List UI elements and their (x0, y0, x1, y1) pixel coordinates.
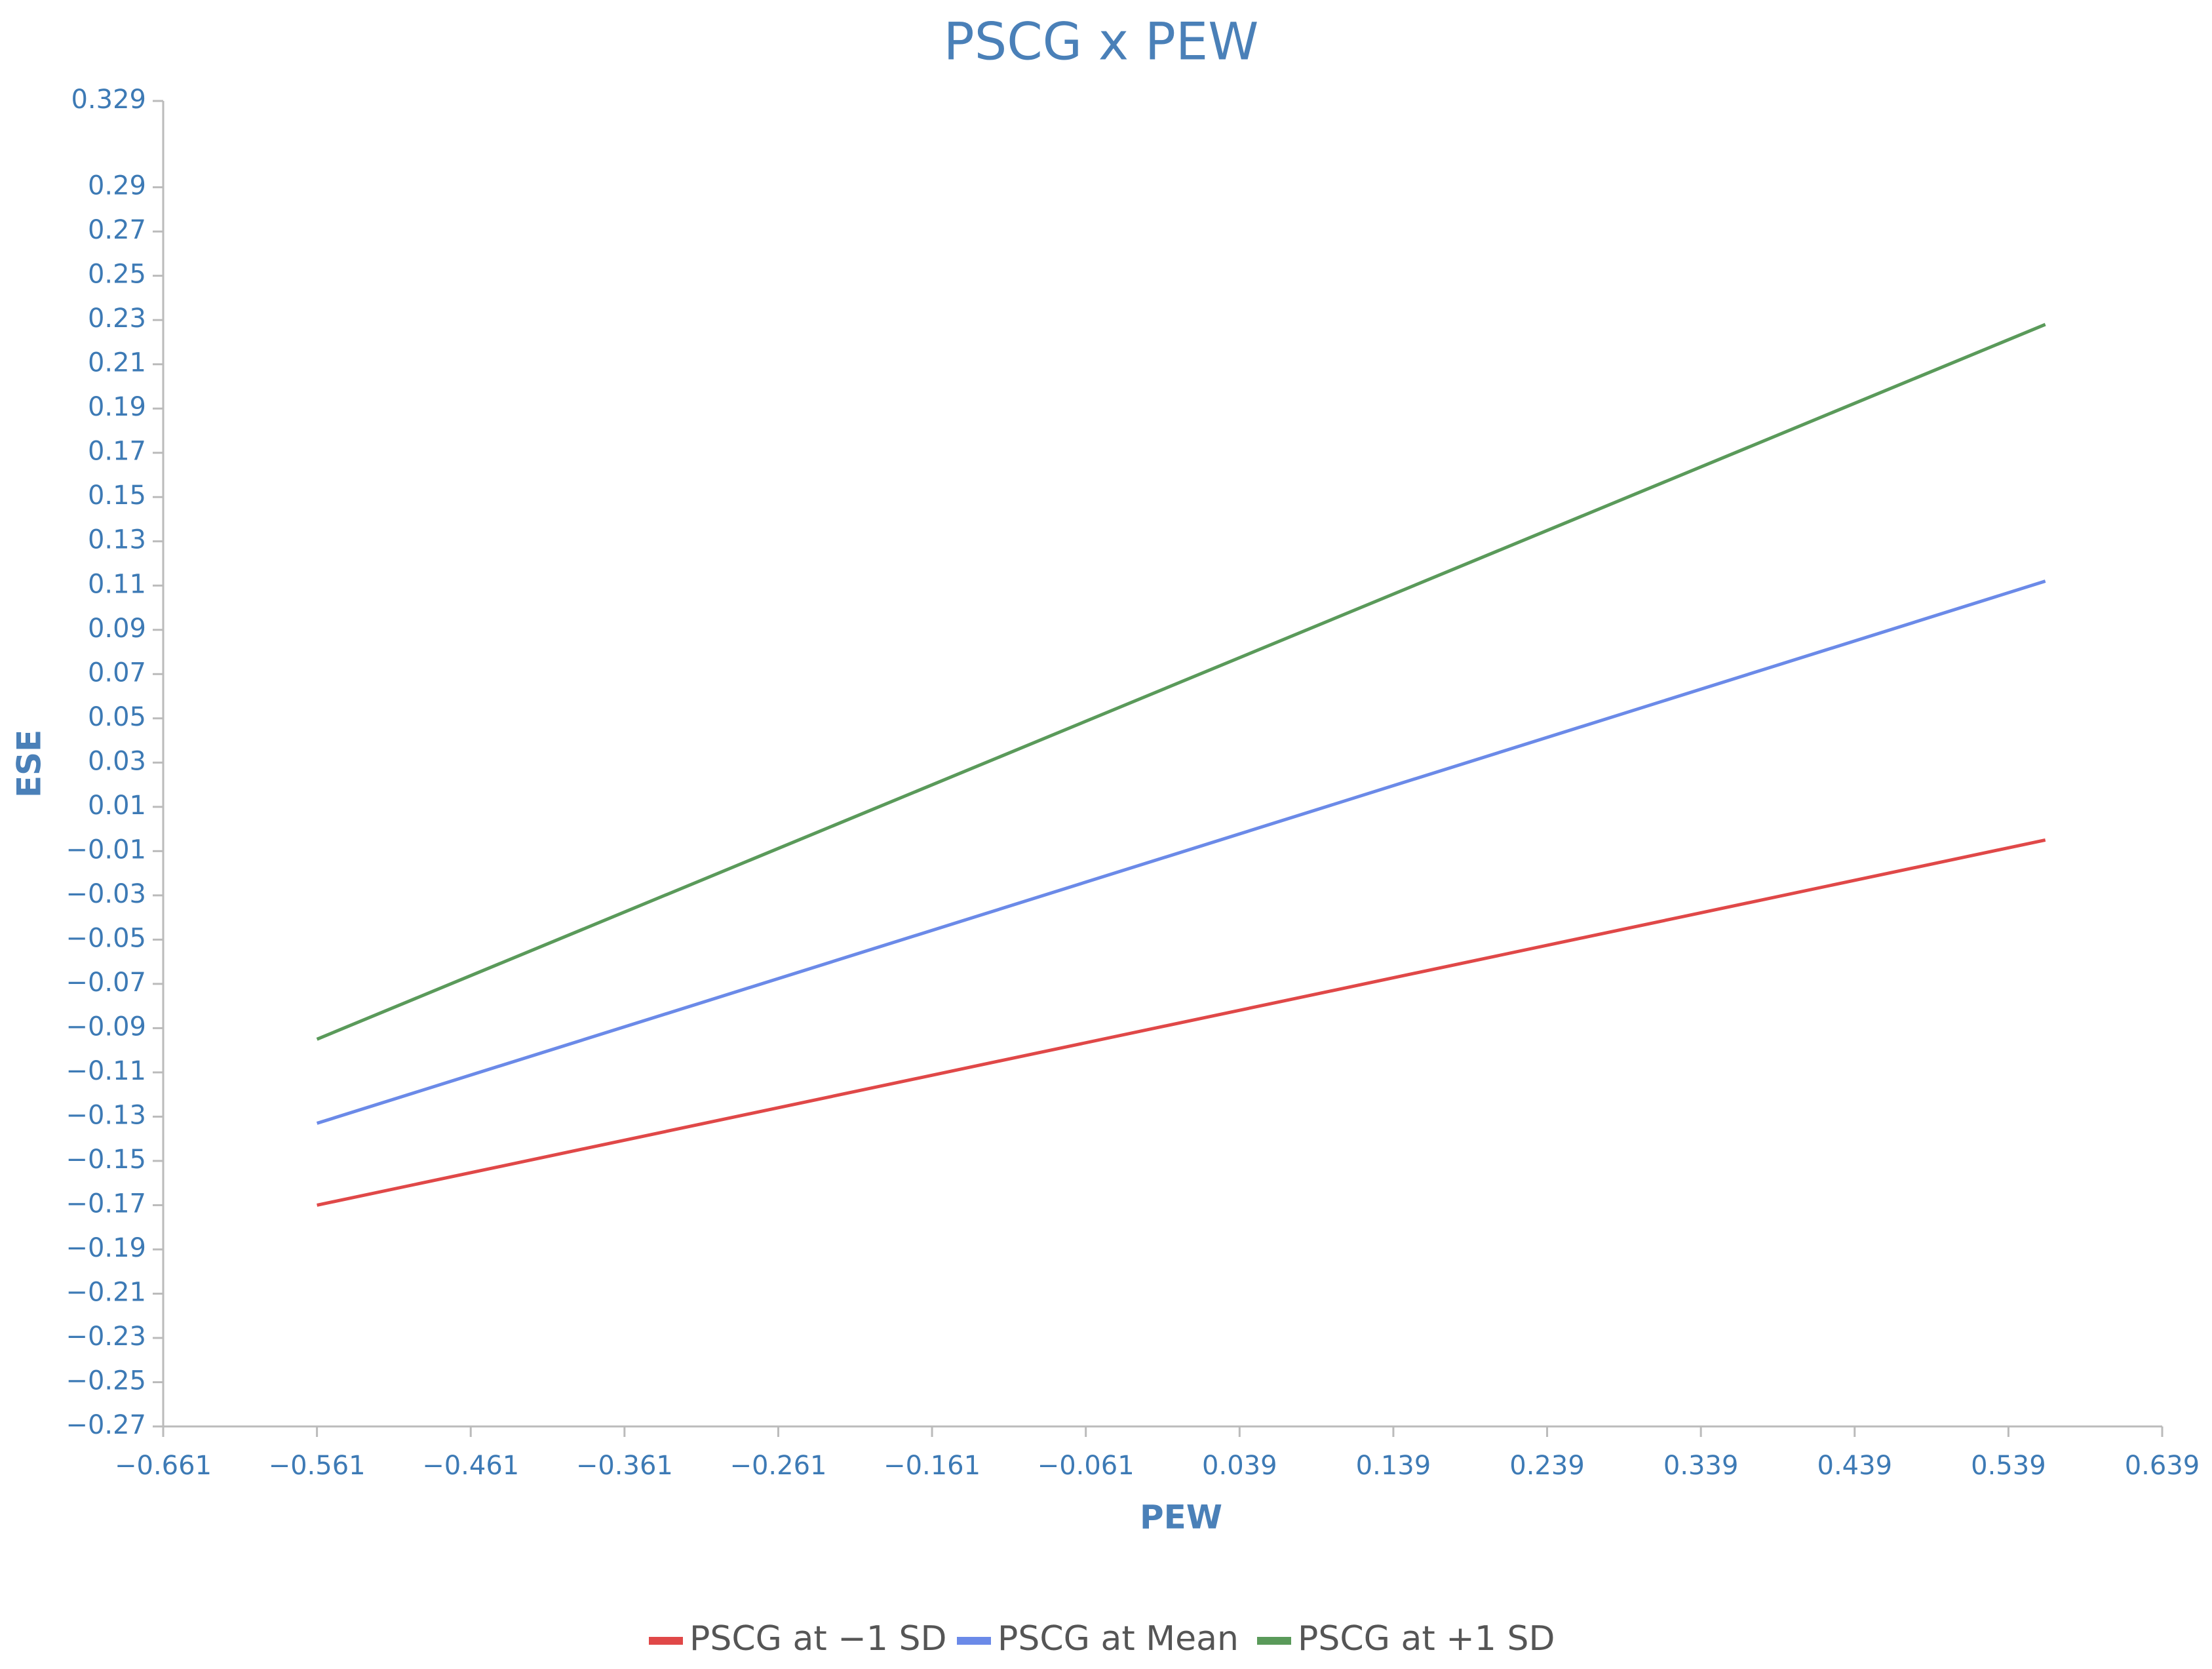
y-tick-label: −0.03 (66, 879, 146, 909)
y-tick-label: −0.27 (66, 1410, 146, 1440)
y-tick-label: 0.29 (88, 171, 146, 201)
y-tick-label: −0.23 (66, 1322, 146, 1352)
y-tick-label: 0.09 (88, 614, 146, 644)
y-tick-label: −0.07 (66, 968, 146, 998)
y-tick-label: 0.13 (88, 525, 146, 555)
y-tick-label: −0.15 (66, 1145, 146, 1175)
x-tick-label: −0.661 (115, 1451, 212, 1481)
y-tick-label: −0.09 (66, 1011, 146, 1042)
x-tick-label: 0.639 (2125, 1451, 2200, 1481)
y-tick-label: 0.23 (88, 304, 146, 334)
y-tick-label: 0.05 (88, 702, 146, 732)
chart-title: PSCG x PEW (944, 12, 1259, 71)
y-tick-label: −0.25 (66, 1365, 146, 1396)
y-tick-label: −0.01 (66, 834, 146, 865)
y-tick-label: 0.15 (88, 481, 146, 511)
legend-label: PSCG at Mean (998, 1619, 1239, 1659)
y-tick-label: 0.17 (88, 437, 146, 467)
x-axis-title: PEW (1140, 1499, 1222, 1537)
y-tick-label: −0.17 (66, 1188, 146, 1219)
y-tick-label: 0.11 (88, 569, 146, 599)
y-tick-label: 0.329 (71, 85, 146, 115)
x-tick-label: 0.439 (1817, 1451, 1893, 1481)
x-tick-label: 0.139 (1356, 1451, 1431, 1481)
y-tick-label: −0.21 (66, 1277, 146, 1307)
x-tick-label: −0.061 (1038, 1451, 1135, 1481)
x-tick-label: 0.539 (1971, 1451, 2046, 1481)
series-line (316, 323, 2046, 1041)
y-tick-label: −0.19 (66, 1233, 146, 1263)
y-tick-label: 0.07 (88, 658, 146, 688)
x-tick-label: 0.239 (1509, 1451, 1585, 1481)
x-tick-label: 0.039 (1202, 1451, 1277, 1481)
y-tick-label: 0.01 (88, 791, 146, 821)
legend-label: PSCG at −1 SD (689, 1619, 947, 1659)
y-tick-label: 0.21 (88, 348, 146, 378)
x-tick-label: −0.461 (422, 1451, 519, 1481)
y-axis-title: ESE (10, 730, 49, 798)
y-tick-label: 0.25 (88, 260, 146, 290)
y-tick-label: −0.13 (66, 1100, 146, 1130)
y-tick-label: 0.19 (88, 392, 146, 422)
x-tick-label: −0.261 (729, 1451, 826, 1481)
series-line (317, 838, 2046, 1207)
x-tick-label: −0.561 (269, 1451, 366, 1481)
x-tick-label: 0.339 (1663, 1451, 1739, 1481)
y-tick-label: −0.05 (66, 923, 146, 953)
x-tick-label: −0.161 (883, 1451, 980, 1481)
y-tick-label: −0.11 (66, 1056, 146, 1086)
y-tick-label: 0.03 (88, 746, 146, 776)
series-line (316, 579, 2046, 1125)
legend-label: PSCG at +1 SD (1298, 1619, 1555, 1659)
y-tick-label: 0.27 (88, 215, 146, 245)
x-tick-label: −0.361 (576, 1451, 673, 1481)
